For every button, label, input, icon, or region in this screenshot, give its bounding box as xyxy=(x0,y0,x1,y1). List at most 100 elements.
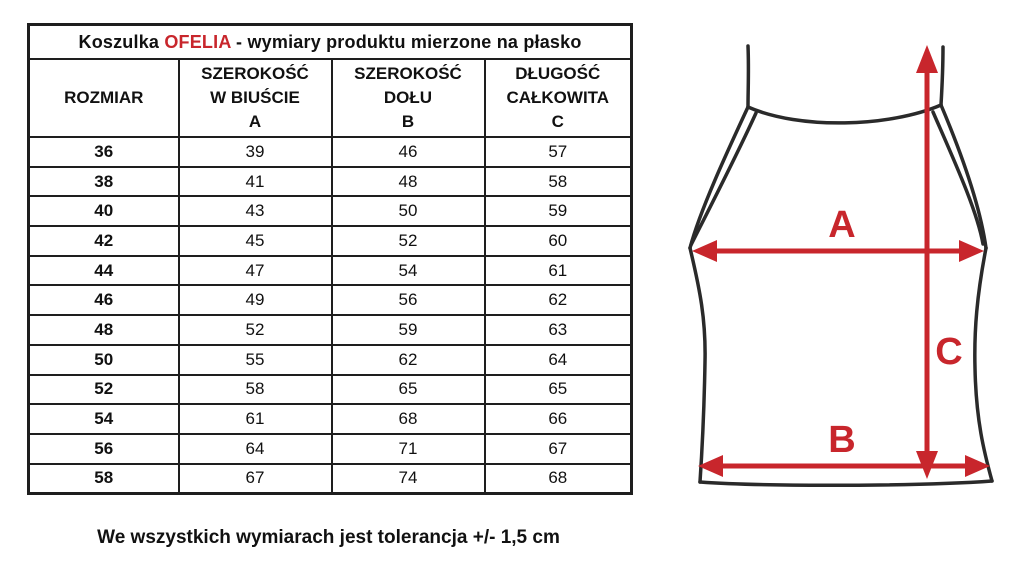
table-row: 42 45 52 60 xyxy=(27,225,633,257)
hem-arrow-right-head xyxy=(965,455,990,477)
measurement-cell: 74 xyxy=(330,462,486,495)
measurement-cell: 57 xyxy=(483,136,633,168)
measurement-cell: 62 xyxy=(330,343,486,376)
table-row: 50 55 62 64 xyxy=(27,343,633,376)
measurement-cell: 61 xyxy=(177,403,333,435)
column-header: DŁUGOŚĆ CAŁKOWITA C xyxy=(483,58,633,138)
right-armhole-inner xyxy=(931,110,985,246)
column-header-line: W BIUŚCIE xyxy=(210,88,300,107)
size-cell: 46 xyxy=(27,284,180,317)
label-b: B xyxy=(828,419,855,461)
measurement-cell: 45 xyxy=(177,225,333,257)
measurement-cell: 47 xyxy=(177,254,333,287)
size-table: Koszulka OFELIA - wymiary produktu mierz… xyxy=(27,23,634,496)
size-cell: 50 xyxy=(27,343,180,376)
column-header: SZEROKOŚĆ W BIUŚCIE A xyxy=(177,58,333,138)
measurement-cell: 71 xyxy=(330,432,486,465)
measurement-cell: 64 xyxy=(177,432,333,465)
table-row: 40 43 50 59 xyxy=(27,195,633,228)
neckline xyxy=(746,103,943,125)
table-title: Koszulka OFELIA - wymiary produktu mierz… xyxy=(27,23,633,60)
measurement-cell: 48 xyxy=(330,165,486,198)
measurement-cell: 52 xyxy=(330,225,486,257)
length-arrow-top-head xyxy=(916,45,938,73)
table-row: 38 41 48 58 xyxy=(27,165,633,198)
table-row: 44 47 54 61 xyxy=(27,254,633,287)
measurement-cell: 58 xyxy=(483,165,633,198)
bust-arrow-right-head xyxy=(959,240,984,262)
column-header-line: DŁUGOŚĆ xyxy=(515,64,601,83)
left-armhole-inner xyxy=(689,111,758,247)
tolerance-note: We wszystkich wymiarach jest tolerancja … xyxy=(97,527,560,548)
label-a: A xyxy=(828,204,855,246)
measurement-cell: 55 xyxy=(177,343,333,376)
right-strap-line xyxy=(939,45,945,107)
table-row: 36 39 46 57 xyxy=(27,136,633,168)
column-header-line: ROZMIAR xyxy=(64,88,144,107)
measurement-cell: 39 xyxy=(177,136,333,168)
camisole-outline xyxy=(688,44,994,488)
label-c: C xyxy=(935,331,962,373)
size-cell: 42 xyxy=(27,225,180,257)
bottom-hem xyxy=(698,479,994,488)
measurement-cell: 59 xyxy=(330,314,486,346)
measurement-cell: 68 xyxy=(330,403,486,435)
measurement-cell: 61 xyxy=(483,254,633,287)
size-cell: 56 xyxy=(27,432,180,465)
size-cell: 54 xyxy=(27,403,180,435)
measurement-cell: 50 xyxy=(330,195,486,228)
table-row: 56 64 71 67 xyxy=(27,432,633,465)
table-row: 58 67 74 68 xyxy=(27,462,633,495)
column-header-line: DOŁU xyxy=(383,88,433,107)
column-header-line: C xyxy=(551,112,564,131)
column-header-line: A xyxy=(248,112,262,131)
measurement-cell: 52 xyxy=(177,314,333,346)
measurement-cell: 56 xyxy=(330,284,486,317)
table-title-suffix: - wymiary produktu mierzone na płasko xyxy=(230,31,582,52)
size-cell: 58 xyxy=(27,462,180,495)
hem-width-arrow: B xyxy=(698,419,990,477)
measurement-cell: 58 xyxy=(177,373,333,406)
measurement-cell: 49 xyxy=(177,284,333,317)
size-table-body: 36 39 46 57 38 41 48 58 40 43 50 59 42 45 52 60 44 47 54 61… xyxy=(27,136,633,495)
measurement-cell: 68 xyxy=(483,462,633,495)
measurement-cell: 65 xyxy=(483,373,633,406)
measurement-cell: 67 xyxy=(177,462,333,495)
measurement-cell: 64 xyxy=(483,343,633,376)
hem-arrow-left-head xyxy=(698,455,723,477)
left-armhole-outer xyxy=(688,105,750,250)
column-header: SZEROKOŚĆ DOŁU B xyxy=(330,58,486,138)
garment-measurement-diagram: A C B xyxy=(688,44,994,488)
column-header-line: SZEROKOŚĆ xyxy=(354,64,462,83)
table-row: 54 61 68 66 xyxy=(27,403,633,435)
size-cell: 36 xyxy=(27,136,180,168)
size-cell: 38 xyxy=(27,165,180,198)
size-cell: 44 xyxy=(27,254,180,287)
measurement-cell: 46 xyxy=(330,136,486,168)
column-header-line: CAŁKOWITA xyxy=(506,88,610,107)
measurement-cell: 66 xyxy=(483,403,633,435)
left-side-seam xyxy=(688,246,707,484)
size-cell: 52 xyxy=(27,373,180,406)
column-header: ROZMIAR xyxy=(27,58,180,138)
table-row: 46 49 56 62 xyxy=(27,284,633,317)
measurement-cell: 62 xyxy=(483,284,633,317)
table-row: 48 52 59 63 xyxy=(27,314,633,346)
measurement-cell: 43 xyxy=(177,195,333,228)
table-title-prefix: Koszulka xyxy=(78,31,165,52)
size-cell: 40 xyxy=(27,195,180,228)
product-name: OFELIA xyxy=(164,31,231,52)
measurement-cell: 60 xyxy=(483,225,633,257)
measurement-cell: 59 xyxy=(483,195,633,228)
right-side-seam xyxy=(973,246,994,483)
measurement-cell: 63 xyxy=(483,314,633,346)
bust-width-arrow: A xyxy=(692,204,984,262)
column-header-line: SZEROKOŚĆ xyxy=(201,64,309,83)
table-title-row: Koszulka OFELIA - wymiary produktu mierz… xyxy=(27,23,633,60)
size-cell: 48 xyxy=(27,314,180,346)
table-row: 52 58 65 65 xyxy=(27,373,633,406)
column-header-line: B xyxy=(401,112,415,131)
measurement-cell: 54 xyxy=(330,254,486,287)
measurement-cell: 65 xyxy=(330,373,486,406)
